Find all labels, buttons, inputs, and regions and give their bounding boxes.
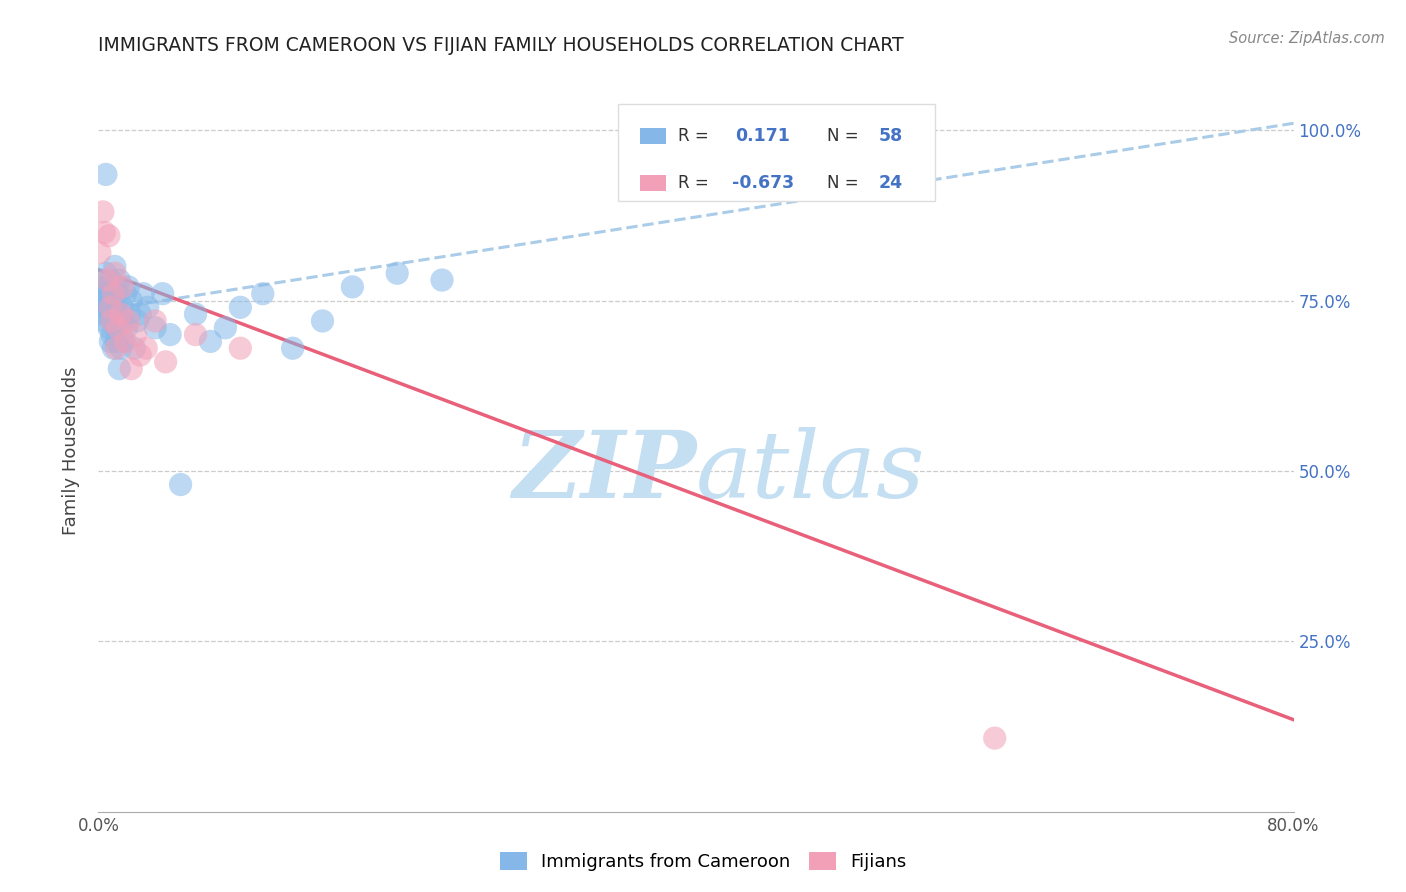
Point [97,301,120,315]
Point [101,327,124,342]
Point [103,286,125,301]
Point [94,286,117,301]
FancyBboxPatch shape [640,128,666,145]
Point [184,307,207,321]
Text: -0.673: -0.673 [733,174,794,192]
Point [111,280,134,294]
Point [114,286,136,301]
Point [125,327,148,342]
Point [111,301,134,315]
Text: R =: R = [678,174,709,192]
Point [117,280,139,294]
Point [152,286,174,301]
Text: atlas: atlas [696,427,925,517]
Point [118,307,141,321]
Point [311,314,333,328]
Point [115,320,138,334]
Point [93,225,115,239]
Point [135,341,157,355]
Point [110,307,132,321]
Point [117,314,139,328]
Point [90,293,112,308]
Point [107,320,129,334]
Point [112,334,135,349]
Text: Source: ZipAtlas.com: Source: ZipAtlas.com [1229,31,1385,46]
Point [96,273,118,287]
Point [91,307,114,321]
Point [101,314,124,328]
Point [229,341,252,355]
Point [214,320,236,334]
Point [120,293,142,308]
Point [96,280,118,294]
Point [101,314,124,328]
Point [103,293,125,308]
Text: 0.171: 0.171 [735,128,790,145]
FancyBboxPatch shape [619,103,935,202]
Point [91,205,114,219]
Point [98,307,122,321]
Point [342,280,364,294]
Point [129,348,152,362]
Text: 58: 58 [879,128,903,145]
Point [107,307,129,321]
Point [98,273,122,287]
Point [93,314,115,328]
Point [104,260,127,274]
Point [169,477,191,491]
Point [120,361,142,376]
Text: ZIP: ZIP [512,427,696,517]
Point [105,320,128,334]
Point [105,334,128,349]
Point [281,341,304,355]
Point [252,286,274,301]
Point [143,320,166,334]
Point [89,245,111,260]
Point [159,327,181,342]
Point [111,314,134,328]
Point [984,731,1007,745]
Point [143,314,166,328]
Point [430,273,453,287]
Point [91,273,114,287]
Point [105,341,128,355]
Point [184,327,207,342]
Point [127,314,149,328]
Point [97,320,120,334]
Y-axis label: Family Households: Family Households [62,367,80,534]
Point [129,307,152,321]
Point [89,303,111,318]
Text: IMMIGRANTS FROM CAMEROON VS FIJIAN FAMILY HOUSEHOLDS CORRELATION CHART: IMMIGRANTS FROM CAMEROON VS FIJIAN FAMIL… [98,36,904,54]
Point [136,301,159,315]
Point [96,293,118,308]
FancyBboxPatch shape [640,175,666,191]
Text: N =: N = [828,174,859,192]
Point [155,355,177,369]
Point [93,290,115,304]
Point [90,286,112,301]
Text: N =: N = [828,128,859,145]
Point [98,301,122,315]
Legend: Immigrants from Cameroon, Fijians: Immigrants from Cameroon, Fijians [492,846,914,879]
Point [104,280,127,294]
Point [229,301,252,315]
Text: 24: 24 [879,174,903,192]
Point [132,286,155,301]
Point [97,228,120,243]
Point [103,314,125,328]
Point [108,273,131,287]
Point [114,334,136,349]
Point [94,266,117,280]
Point [108,361,131,376]
Point [98,334,122,349]
Point [94,168,117,182]
Point [124,341,146,355]
Point [103,341,125,355]
Text: R =: R = [678,128,709,145]
Point [107,286,129,301]
Point [110,341,132,355]
Point [200,334,222,349]
Point [104,266,127,280]
Point [385,266,409,280]
